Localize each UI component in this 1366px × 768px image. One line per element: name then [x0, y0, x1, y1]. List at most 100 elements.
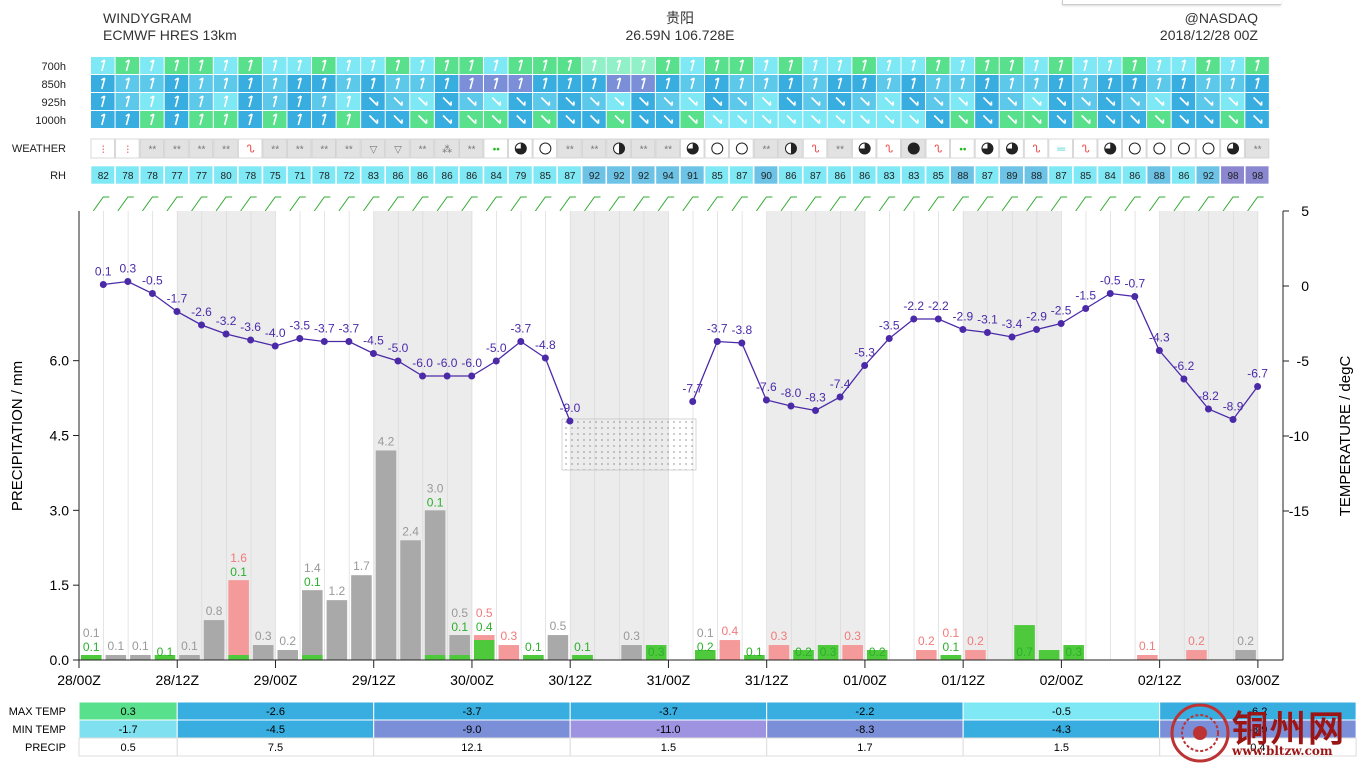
wind-barb-icon — [958, 114, 968, 125]
wind-barb-icon — [125, 95, 131, 108]
fog-icon: ᔐ — [247, 144, 255, 156]
rh-value: 88 — [1031, 171, 1043, 182]
weather-cell: ** — [655, 138, 680, 159]
weather-cell: ** — [188, 138, 214, 159]
wind-cell — [189, 57, 213, 74]
rh-cell — [459, 165, 484, 185]
wind-level-label: 850h — [42, 79, 66, 91]
wind-barb-icon — [589, 96, 600, 107]
wind-barb-icon — [493, 77, 499, 90]
x-tick-label: 31/00Z — [647, 672, 691, 688]
surface-wind-barb-icon — [559, 196, 576, 212]
precip-total-label: 0.1 — [181, 639, 198, 653]
wind-cell — [483, 111, 508, 128]
convective-precip-bar — [744, 655, 765, 660]
wind-cell — [508, 93, 533, 110]
wind-barb-icon — [542, 59, 548, 72]
rh-value: 86 — [1129, 171, 1141, 182]
weather-cell — [729, 138, 754, 159]
wind-cell — [778, 111, 803, 128]
convective-precip-label: 0.3 — [648, 645, 665, 659]
wind-cell — [164, 57, 189, 74]
wind-cell — [852, 93, 876, 110]
wind-cell — [361, 75, 385, 92]
left-tick-label: 1.5 — [50, 577, 70, 593]
wind-barb-icon — [125, 59, 131, 72]
summary-precip: 12.1 — [461, 742, 482, 754]
weather-cell — [1220, 138, 1245, 159]
temperature-label: -0.5 — [1100, 274, 1121, 288]
wind-barb-icon — [297, 113, 302, 126]
weather-cell: ** — [262, 138, 287, 159]
convective-precip-bar — [473, 640, 495, 660]
weather-cell-bg — [655, 138, 680, 159]
snow-flakes-icon: ** — [1254, 145, 1262, 156]
wind-cell — [312, 93, 336, 110]
wind-barb-icon — [764, 59, 769, 72]
convective-precip-label: 0.7 — [1016, 645, 1033, 659]
convective-precip-label: 0.1 — [157, 645, 174, 659]
wind-barb-icon — [860, 96, 870, 107]
wind-barb-icon — [442, 114, 452, 125]
wind-cell — [1220, 111, 1245, 128]
wind-barb-icon — [248, 77, 253, 90]
temperature-label: -6.0 — [437, 356, 458, 370]
wind-barb-icon — [737, 114, 747, 125]
wind-cell — [1171, 75, 1196, 92]
wind-cell — [1220, 93, 1245, 110]
wind-barb-icon — [739, 59, 745, 72]
surface-wind-barb-icon — [755, 196, 773, 212]
cloud-cover-icon — [1128, 142, 1141, 155]
wind-barb-icon — [909, 114, 919, 125]
wind-cell — [385, 75, 410, 92]
wind-cell — [115, 111, 140, 128]
surface-wind-barb-icon — [903, 196, 920, 212]
weather-cell-bg — [557, 138, 582, 159]
rh-value: 78 — [319, 171, 331, 182]
summary-precip: 1.5 — [661, 742, 676, 754]
surface-wind-barb-icon — [141, 196, 159, 212]
wind-cell — [975, 111, 999, 128]
wind-barb-icon — [1107, 77, 1113, 90]
temperature-label: -3.5 — [289, 319, 310, 333]
temperature-point — [762, 396, 770, 404]
rh-cell — [827, 165, 852, 185]
convective-precip-bar — [940, 655, 962, 660]
precip-total-label: 1.6 — [230, 551, 247, 565]
wind-barb-icon — [1154, 96, 1165, 107]
rh-cell — [311, 165, 336, 185]
weather-cell — [532, 138, 558, 159]
summary-row-label: MIN TEMP — [12, 724, 66, 736]
x-tick-label: 28/00Z — [57, 672, 101, 688]
convective-precip-label: 0.1 — [451, 620, 468, 634]
wind-cell — [680, 75, 704, 92]
wind-barb-icon — [592, 77, 597, 90]
wind-cell — [434, 111, 459, 128]
x-tick-label: 30/00Z — [450, 672, 494, 688]
rh-value: 98 — [1252, 171, 1264, 182]
temperature-point — [99, 281, 107, 288]
wind-cell — [1245, 93, 1269, 110]
wind-cell — [361, 93, 385, 110]
weather-cell-bg — [876, 138, 901, 159]
weather-cell — [704, 138, 729, 159]
wind-cell — [213, 111, 238, 128]
temperature-label: -5.0 — [486, 341, 507, 355]
temperature-label: -2.6 — [191, 305, 212, 319]
wind-cell — [1245, 57, 1269, 74]
precip-bar — [105, 655, 127, 660]
wind-cell — [729, 111, 754, 128]
wind-cell — [950, 57, 975, 74]
wind-barb-icon — [933, 96, 944, 107]
temperature-point — [345, 338, 353, 345]
summary-max-temp: -2.6 — [266, 706, 285, 718]
fog-icon: ᔐ — [934, 144, 942, 156]
wind-cell — [999, 57, 1024, 74]
rh-cell — [532, 165, 557, 185]
precip-total-label: 0.4 — [721, 624, 738, 638]
wind-barb-icon — [690, 59, 695, 72]
x-tick-label: 02/12Z — [1138, 672, 1182, 688]
wind-barb-icon — [199, 77, 204, 90]
rh-cell — [778, 165, 803, 185]
rh-value: 92 — [638, 171, 650, 182]
